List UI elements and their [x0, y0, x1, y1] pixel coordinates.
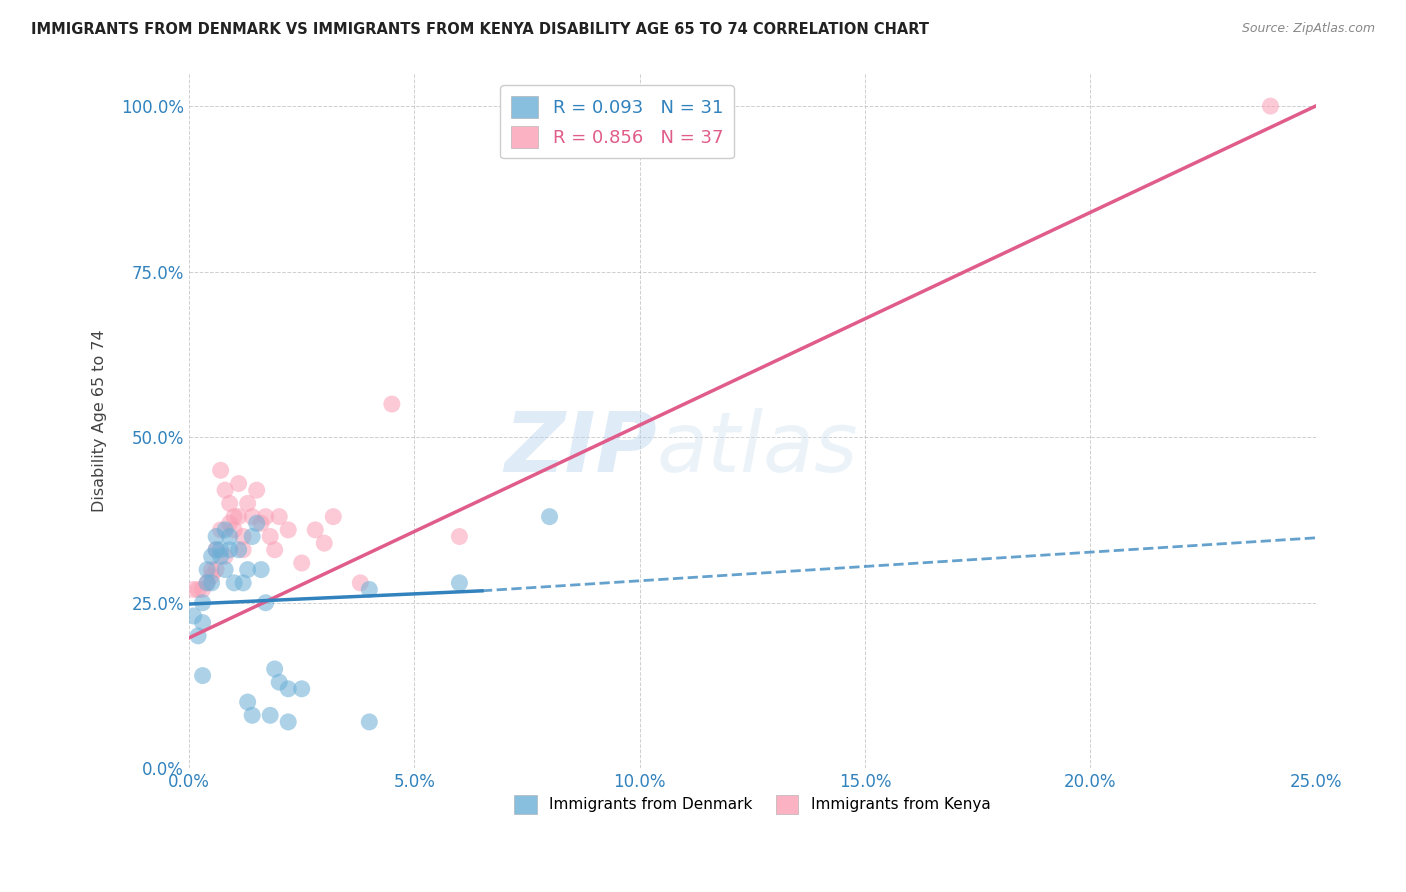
Point	[218, 542, 240, 557]
Point	[209, 542, 232, 557]
Text: IMMIGRANTS FROM DENMARK VS IMMIGRANTS FROM KENYA DISABILITY AGE 65 TO 74 CORRELA: IMMIGRANTS FROM DENMARK VS IMMIGRANTS FR…	[31, 22, 929, 37]
Point	[254, 509, 277, 524]
Point	[191, 582, 214, 597]
Point	[183, 582, 205, 597]
Point	[263, 662, 285, 676]
Point	[250, 516, 273, 531]
Point	[201, 549, 224, 564]
Point	[277, 714, 299, 729]
Point	[246, 483, 269, 498]
Point	[538, 509, 561, 524]
Point	[228, 542, 250, 557]
Point	[232, 529, 254, 543]
Point	[201, 563, 224, 577]
Point	[218, 516, 240, 531]
Point	[218, 496, 240, 510]
Point	[214, 523, 236, 537]
Point	[236, 695, 259, 709]
Point	[191, 615, 214, 630]
Point	[254, 596, 277, 610]
Point	[236, 496, 259, 510]
Point	[232, 542, 254, 557]
Point	[209, 463, 232, 477]
Point	[269, 509, 291, 524]
Point	[240, 708, 263, 723]
Point	[263, 542, 285, 557]
Point	[195, 575, 218, 590]
Point	[291, 556, 314, 570]
Point	[218, 529, 240, 543]
Point	[277, 681, 299, 696]
Point	[240, 529, 263, 543]
Point	[195, 575, 218, 590]
Point	[214, 549, 236, 564]
Text: Source: ZipAtlas.com: Source: ZipAtlas.com	[1241, 22, 1375, 36]
Point	[191, 668, 214, 682]
Point	[214, 563, 236, 577]
Point	[291, 681, 314, 696]
Legend: Immigrants from Denmark, Immigrants from Kenya: Immigrants from Denmark, Immigrants from…	[508, 789, 997, 820]
Point	[246, 516, 269, 531]
Point	[195, 563, 218, 577]
Point	[191, 596, 214, 610]
Point	[205, 563, 228, 577]
Point	[205, 529, 228, 543]
Point	[232, 575, 254, 590]
Point	[224, 523, 246, 537]
Point	[224, 575, 246, 590]
Point	[214, 483, 236, 498]
Point	[201, 575, 224, 590]
Point	[269, 675, 291, 690]
Point	[224, 509, 246, 524]
Point	[228, 476, 250, 491]
Point	[205, 542, 228, 557]
Point	[228, 509, 250, 524]
Y-axis label: Disability Age 65 to 74: Disability Age 65 to 74	[93, 329, 107, 512]
Point	[183, 609, 205, 624]
Point	[209, 523, 232, 537]
Point	[359, 582, 381, 597]
Point	[381, 397, 404, 411]
Text: ZIP: ZIP	[503, 408, 657, 489]
Point	[187, 582, 209, 597]
Point	[449, 575, 471, 590]
Point	[187, 629, 209, 643]
Point	[1260, 99, 1282, 113]
Text: atlas: atlas	[657, 408, 858, 489]
Point	[322, 509, 344, 524]
Point	[250, 563, 273, 577]
Point	[359, 714, 381, 729]
Point	[259, 529, 281, 543]
Point	[236, 563, 259, 577]
Point	[209, 549, 232, 564]
Point	[205, 542, 228, 557]
Point	[349, 575, 371, 590]
Point	[449, 529, 471, 543]
Point	[201, 569, 224, 583]
Point	[314, 536, 336, 550]
Point	[304, 523, 326, 537]
Point	[259, 708, 281, 723]
Point	[240, 509, 263, 524]
Point	[277, 523, 299, 537]
